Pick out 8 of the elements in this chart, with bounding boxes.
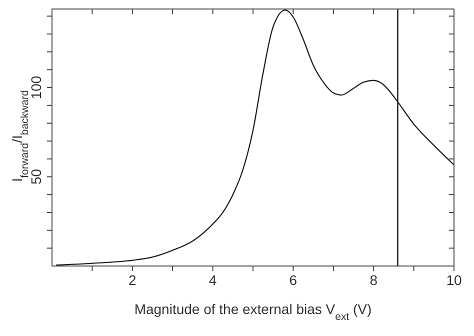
x-tick-label: 4 [208,272,217,288]
x-tick-label: 2 [128,272,136,288]
x-tick-label: 6 [289,272,298,288]
x-tick-label: 8 [370,272,378,288]
y-tick-label: 50 [28,168,44,185]
y-tick-label: 100 [28,76,44,100]
x-tick-label: 10 [446,272,462,288]
x-axis-title: Magnitude of the external bias V$_{ext}$ (V) [134,301,372,323]
